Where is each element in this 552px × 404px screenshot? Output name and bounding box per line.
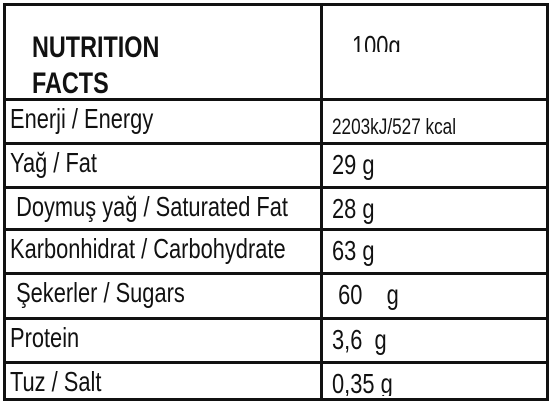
nutrient-value: 0,35 g — [332, 368, 393, 396]
row-divider — [6, 272, 546, 275]
value-cell: 2203kJ/527 kcal — [332, 105, 542, 143]
label-cell: Enerji / Energy — [10, 103, 318, 143]
label-cell: Şekerler / Sugars — [10, 277, 318, 318]
table-title: NUTRITION FACTS — [31, 31, 160, 100]
nutrient-value: 60 g — [332, 279, 399, 310]
label-cell: Yağ / Fat — [10, 147, 318, 187]
nutrient-name: Enerji / Energy — [10, 103, 154, 134]
value-cell: 63 g — [332, 235, 542, 273]
nutrient-name: Karbonhidrat / Carbohydrate — [10, 233, 286, 264]
value-cell: 0,35 g — [332, 368, 542, 396]
column-header-cell: 100g — [334, 12, 534, 52]
nutrient-name: Protein — [10, 322, 80, 353]
label-cell: Tuz / Salt — [10, 366, 318, 396]
row-divider — [6, 142, 546, 145]
row-divider — [6, 361, 546, 364]
nutrient-value: 63 g — [332, 235, 375, 266]
nutrient-value: 3,6 g — [332, 324, 387, 355]
title-cell: NUTRITION FACTS — [14, 12, 314, 102]
nutrient-name: Şekerler / Sugars — [10, 277, 185, 308]
column-divider — [320, 6, 323, 398]
value-cell: 28 g — [332, 193, 542, 229]
value-cell: 3,6 g — [332, 324, 542, 362]
nutrient-value: 2203kJ/527 kcal — [332, 114, 457, 139]
nutrient-value: 28 g — [332, 193, 375, 224]
table: NUTRITION FACTS 100g Enerji / Energy 2203… — [3, 3, 549, 401]
value-cell: 60 g — [332, 279, 542, 318]
nutrient-name: Tuz / Salt — [10, 366, 102, 396]
row-divider — [6, 228, 546, 231]
nutrient-name: Doymuş yağ / Saturated Fat — [10, 191, 288, 222]
nutrient-value: 29 g — [332, 149, 375, 180]
label-cell: Protein — [10, 322, 318, 362]
value-cell: 29 g — [332, 149, 542, 187]
row-divider — [6, 317, 546, 320]
label-cell: Karbonhidrat / Carbohydrate — [10, 233, 318, 273]
row-divider — [6, 98, 546, 101]
label-cell: Doymuş yağ / Saturated Fat — [10, 191, 318, 229]
column-header: 100g — [351, 30, 401, 52]
nutrient-name: Yağ / Fat — [10, 147, 98, 178]
row-divider — [6, 186, 546, 189]
